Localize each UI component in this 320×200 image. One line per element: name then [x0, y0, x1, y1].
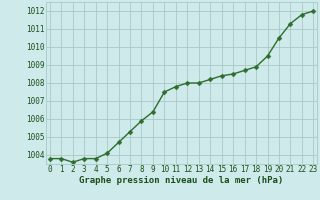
- X-axis label: Graphe pression niveau de la mer (hPa): Graphe pression niveau de la mer (hPa): [79, 176, 284, 185]
